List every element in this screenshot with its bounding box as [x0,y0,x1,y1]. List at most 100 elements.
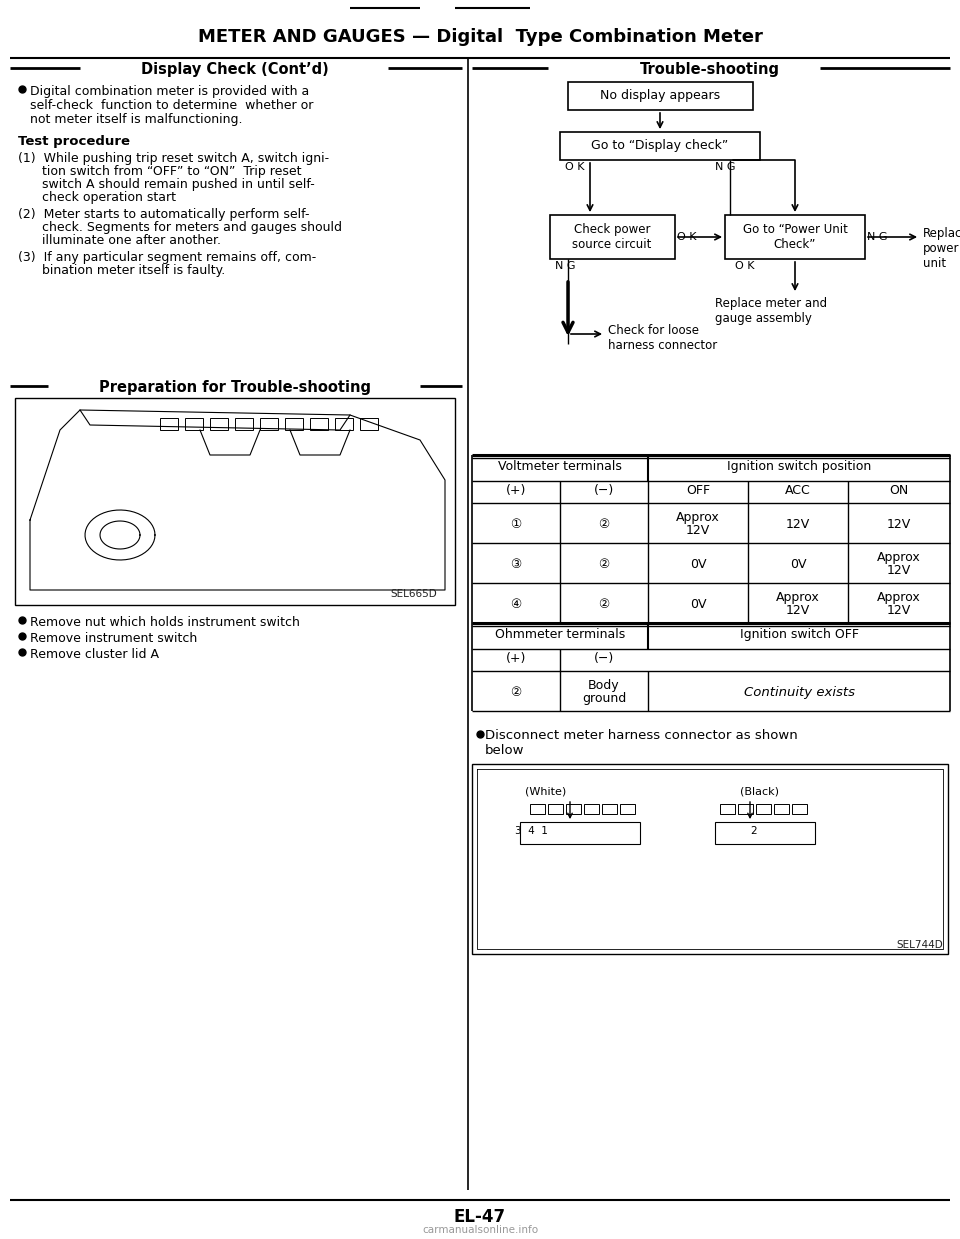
Text: Continuity exists: Continuity exists [743,686,854,699]
Text: METER AND GAUGES — Digital  Type Combination Meter: METER AND GAUGES — Digital Type Combinat… [198,28,762,46]
Text: Approx: Approx [877,551,921,564]
Text: O K: O K [735,261,755,271]
Text: No display appears: No display appears [600,89,720,103]
Text: 12V: 12V [887,603,911,617]
Text: ON: ON [889,484,908,497]
Text: (3)  If any particular segment remains off, com-: (3) If any particular segment remains of… [18,252,316,264]
Text: O K: O K [677,232,697,242]
Text: Trouble-shooting: Trouble-shooting [640,62,780,77]
Text: Preparation for Trouble-shooting: Preparation for Trouble-shooting [99,380,371,395]
Bar [560,133,760,160]
Text: ②: ② [598,518,610,532]
Bar [550,216,675,259]
Text: tion switch from “OFF” to “ON”  Trip reset: tion switch from “OFF” to “ON” Trip rese… [18,165,301,178]
Text: SEL744D: SEL744D [896,940,943,950]
Text: 12V: 12V [685,524,710,536]
Text: 0V: 0V [790,558,806,571]
Bar [360,418,378,430]
Text: Remove cluster lid A: Remove cluster lid A [30,648,159,660]
Bar [602,804,617,814]
Text: Approx: Approx [676,510,720,524]
Text: Ohmmeter terminals: Ohmmeter terminals [494,628,625,641]
Bar [720,804,735,814]
Text: N G: N G [715,162,735,172]
Text: 12V: 12V [887,564,911,577]
Text: ACC: ACC [785,484,811,497]
Bar [568,82,753,110]
Text: 12V: 12V [786,518,810,532]
Text: (2)  Meter starts to automatically perform self-: (2) Meter starts to automatically perfor… [18,208,309,221]
Text: ②: ② [598,558,610,571]
Bar [715,821,815,844]
Text: check operation start: check operation start [18,191,176,204]
Bar [620,804,635,814]
Text: switch A should remain pushed in until self-: switch A should remain pushed in until s… [18,178,315,191]
Bar [260,418,278,430]
Text: check. Segments for meters and gauges should: check. Segments for meters and gauges sh… [18,221,342,234]
Text: bination meter itself is faulty.: bination meter itself is faulty. [18,264,226,278]
Text: N G: N G [555,261,575,271]
Text: O K: O K [565,162,585,172]
Text: ③: ③ [511,558,521,571]
Text: Replace meter and
gauge assembly: Replace meter and gauge assembly [715,297,828,325]
Text: SEL665D: SEL665D [390,589,437,598]
Text: ②: ② [511,686,521,699]
Bar [548,804,563,814]
Bar [15,398,455,605]
Text: Replace
power
unit: Replace power unit [923,227,960,270]
Text: 12V: 12V [887,518,911,532]
Text: Check for loose
harness connector: Check for loose harness connector [608,325,717,352]
Text: 2: 2 [750,826,756,836]
Text: Ignition switch OFF: Ignition switch OFF [739,628,858,641]
Text: Display Check (Cont’d): Display Check (Cont’d) [141,62,329,77]
Text: Voltmeter terminals: Voltmeter terminals [498,460,622,473]
Bar [160,418,178,430]
Text: (−): (−) [594,652,614,665]
Text: Go to “Display check”: Go to “Display check” [591,140,729,152]
Text: 3  4  1: 3 4 1 [515,826,548,836]
Text: Digital combination meter is provided with a: Digital combination meter is provided wi… [30,85,309,98]
Bar [584,804,599,814]
Text: N G: N G [867,232,887,242]
Bar [530,804,545,814]
Text: EL-47: EL-47 [454,1208,506,1227]
Text: (White): (White) [525,786,566,795]
Text: carmanualsonline.info: carmanualsonline.info [422,1225,538,1235]
Text: Remove instrument switch: Remove instrument switch [30,632,197,646]
Text: (1)  While pushing trip reset switch A, switch igni-: (1) While pushing trip reset switch A, s… [18,152,329,165]
Text: ②: ② [598,598,610,611]
Text: Remove nut which holds instrument switch: Remove nut which holds instrument switch [30,616,300,629]
Bar [725,216,865,259]
Bar [792,804,807,814]
Text: 0V: 0V [689,558,707,571]
Bar [566,804,581,814]
Text: OFF: OFF [686,484,710,497]
Bar [520,821,640,844]
Text: Test procedure: Test procedure [18,135,130,147]
Text: Approx: Approx [776,591,820,603]
Text: self-check  function to determine  whether or: self-check function to determine whether… [30,99,313,112]
Text: (+): (+) [506,652,526,665]
Bar [285,418,303,430]
Text: Go to “Power Unit
Check”: Go to “Power Unit Check” [743,223,848,252]
Text: (−): (−) [594,484,614,497]
Bar [310,418,328,430]
Bar [472,764,948,954]
Bar [210,418,228,430]
Text: (Black): (Black) [740,786,779,795]
Text: below: below [485,743,524,757]
Text: (+): (+) [506,484,526,497]
Text: 12V: 12V [786,603,810,617]
Text: ①: ① [511,518,521,532]
Text: ④: ④ [511,598,521,611]
Bar [774,804,789,814]
Text: Body: Body [588,679,620,693]
Bar [185,418,203,430]
Text: 0V: 0V [689,598,707,611]
Text: Ignition switch position: Ignition switch position [727,460,871,473]
Text: Check power
source circuit: Check power source circuit [572,223,652,252]
Text: Approx: Approx [877,591,921,603]
Bar [738,804,753,814]
Text: not meter itself is malfunctioning.: not meter itself is malfunctioning. [30,113,243,126]
Text: illuminate one after another.: illuminate one after another. [18,234,221,247]
